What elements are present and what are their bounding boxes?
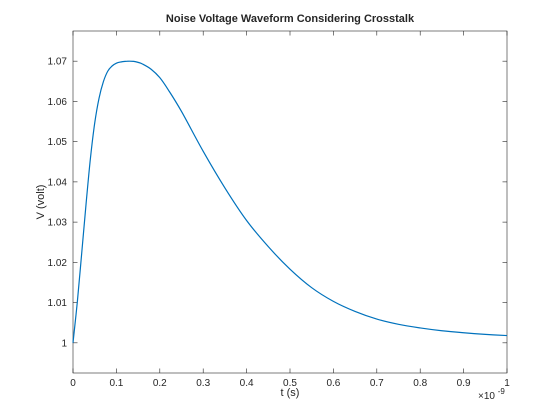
series-line-noise-voltage [72,60,508,343]
x-axis-exponent: ×10 -9 [478,387,505,402]
x-tick-label: 1 [504,378,510,389]
x-axis-exponent-power: -9 [498,387,506,396]
x-axis-ticks: 0 0.1 0.2 0.3 0.4 0.5 0.6 0.7 0.8 0.9 1 [70,31,510,389]
y-tick-label: 1.03 [48,218,68,229]
x-tick-label: 0.9 [457,378,471,389]
y-tick-label: 1.02 [48,258,68,269]
y-axis-ticks: 1 1.01 1.02 1.03 1.04 1.05 1.06 1.07 [48,57,507,349]
y-tick-label: 1.01 [48,298,68,309]
y-tick-label: 1.06 [48,97,68,108]
y-tick-label: 1.07 [48,57,68,68]
x-tick-label: 0.2 [153,378,167,389]
y-axis-label: V (volt) [35,185,47,220]
y-tick-label: 1 [61,338,67,349]
x-tick-label: 0.1 [109,378,123,389]
x-axis-exponent-base: ×10 [478,391,495,402]
x-tick-label: 0.8 [413,378,427,389]
plot-area [72,30,508,374]
x-tick-label: 0 [70,378,76,389]
x-tick-label: 0.6 [326,378,340,389]
x-axis-label: t (s) [281,387,300,399]
x-tick-label: 0.3 [196,378,210,389]
y-tick-label: 1.04 [48,177,68,188]
chart-title: Noise Voltage Waveform Considering Cross… [166,13,415,25]
x-tick-label: 0.7 [370,378,384,389]
x-tick-label: 0.4 [240,378,254,389]
y-tick-label: 1.05 [48,137,68,148]
x-tick-label: 0.5 [283,378,297,389]
